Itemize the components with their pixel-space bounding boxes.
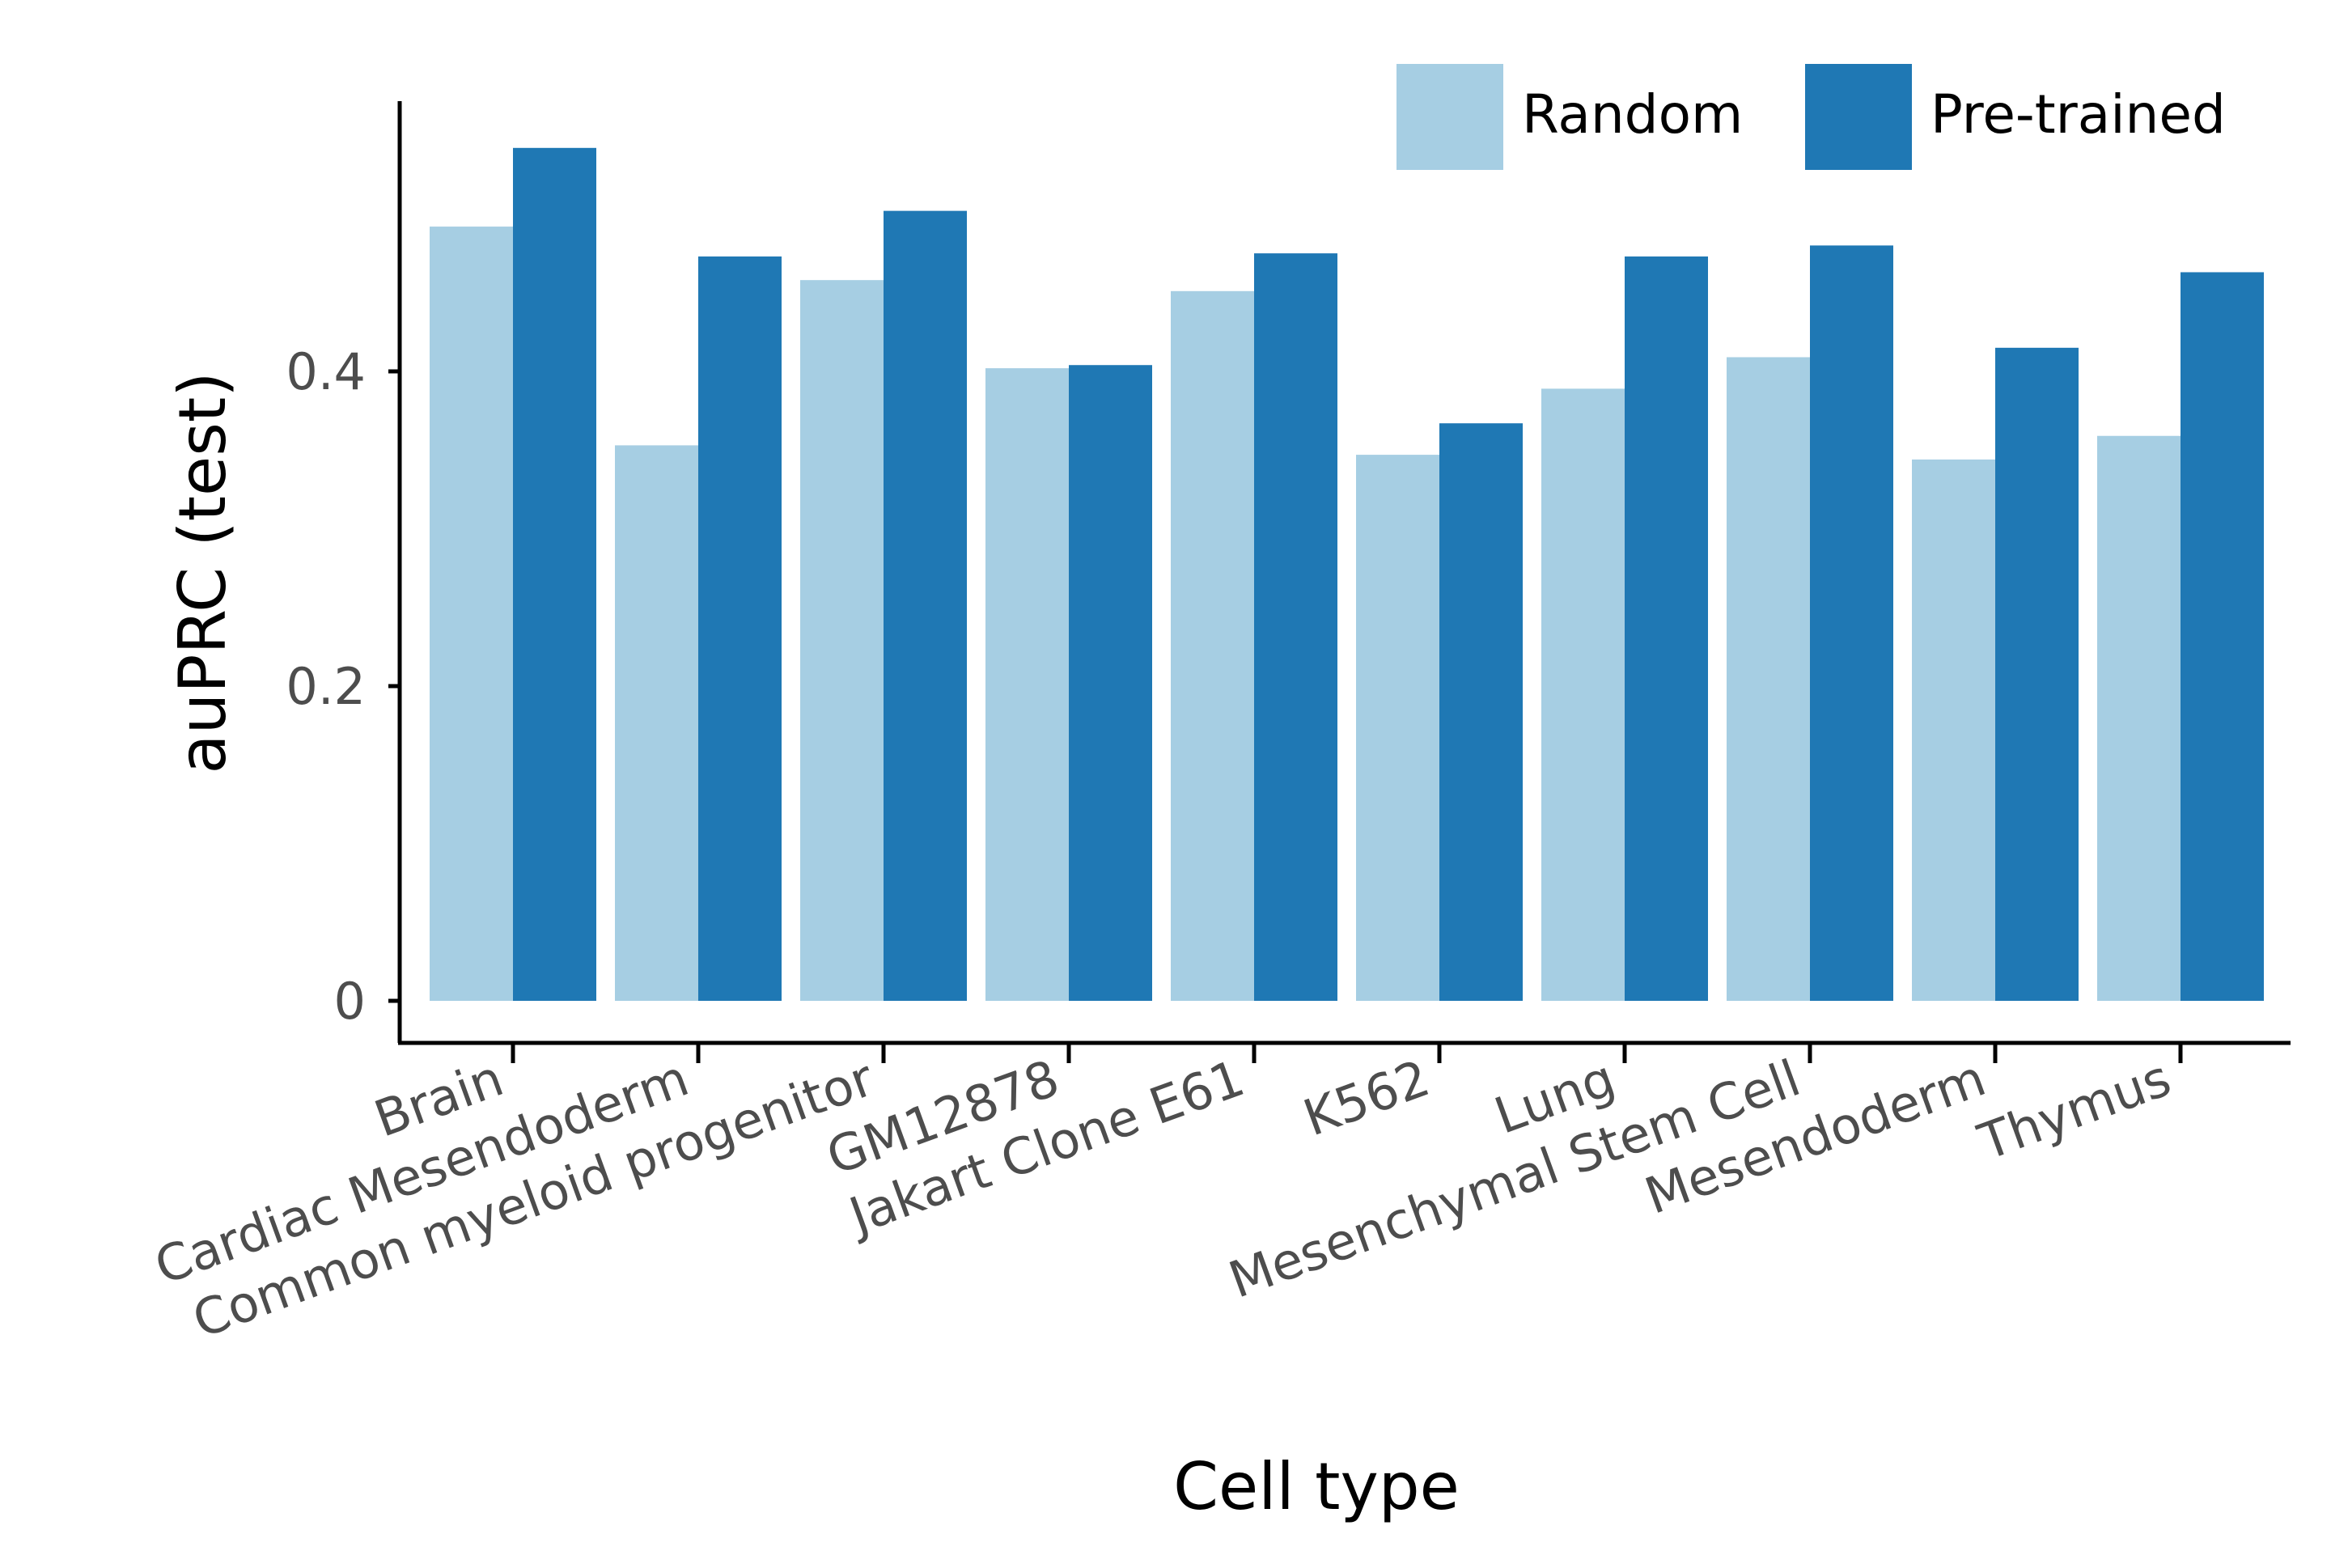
bar-pre-trained-jakart-clone-e61 (1254, 253, 1337, 1001)
x-tick-label: Thymus (1970, 1048, 2178, 1172)
y-ticks: 0 0.2 0.4 (286, 342, 400, 1031)
bar-pre-trained-brain (513, 147, 596, 1001)
y-tick-label: 0.2 (286, 657, 366, 716)
bar-random-mesendoderm (1912, 459, 1995, 1001)
bar-random-jakart-clone-e61 (1171, 290, 1254, 1001)
legend: Random Pre-trained (1396, 64, 2226, 170)
legend-swatch-pre-trained (1805, 64, 1912, 170)
bar-pre-trained-thymus (2181, 272, 2264, 1002)
legend-label-pre-trained: Pre-trained (1930, 83, 2226, 146)
bar-pre-trained-common-myeloid-progenitor (884, 210, 967, 1001)
bar-random-k562 (1356, 455, 1439, 1001)
bar-pre-trained-cardiac-mesendoderm (698, 256, 782, 1001)
bar-random-cardiac-mesendoderm (615, 445, 698, 1001)
legend-label-random: Random (1522, 83, 1743, 146)
legend-swatch-random (1396, 64, 1503, 170)
bar-random-thymus (2097, 435, 2181, 1001)
bar-random-brain (430, 227, 513, 1001)
x-axis-title: Cell type (1173, 1449, 1460, 1524)
x-tick-label: K562 (1296, 1048, 1437, 1147)
bar-random-common-myeloid-progenitor (800, 280, 884, 1001)
y-tick-label: 0.4 (286, 342, 366, 401)
bar-pre-trained-mesenchymal-stem-cell (1810, 245, 1893, 1001)
bar-random-gm12878 (985, 368, 1069, 1001)
bar-pre-trained-k562 (1439, 423, 1523, 1001)
bars-layer (430, 147, 2264, 1002)
y-axis-title: auPRC (test) (165, 372, 240, 774)
bar-pre-trained-gm12878 (1069, 365, 1152, 1002)
bar-random-lung (1541, 388, 1625, 1001)
bar-random-mesenchymal-stem-cell (1727, 357, 1810, 1001)
bar-pre-trained-lung (1625, 256, 1708, 1001)
bar-pre-trained-mesendoderm (1995, 347, 2079, 1001)
y-tick-label: 0 (334, 972, 366, 1031)
